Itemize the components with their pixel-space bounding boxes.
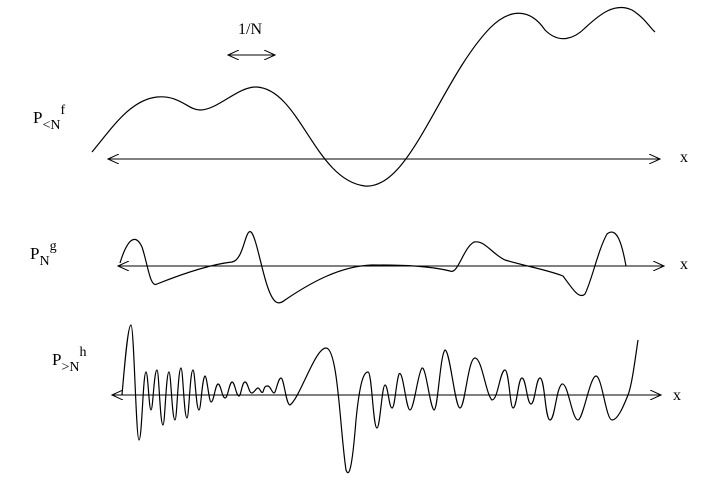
- label-low-sub: <N: [42, 118, 61, 133]
- label-mid: PNg: [30, 240, 57, 269]
- axis-mid-label: x: [680, 256, 688, 273]
- axis-low-label: x: [680, 149, 688, 166]
- curve-high-frequency: [121, 324, 639, 474]
- label-high-fn: h: [79, 345, 87, 360]
- label-low: P<Nf: [33, 104, 65, 133]
- label-high-sub: >N: [61, 360, 80, 375]
- curve-mid-frequency: [119, 231, 627, 304]
- label-mid-fn: g: [49, 239, 57, 254]
- label-mid-sub: N: [39, 254, 50, 269]
- label-low-op: P: [33, 108, 43, 127]
- label-high-op: P: [52, 350, 62, 369]
- curve-low-frequency: [91, 6, 656, 187]
- label-mid-op: P: [30, 244, 40, 263]
- axis-high-label: x: [673, 387, 681, 404]
- scale-label: 1/N: [238, 21, 262, 38]
- label-low-fn: f: [60, 103, 66, 118]
- label-high: P>Nh: [52, 346, 86, 375]
